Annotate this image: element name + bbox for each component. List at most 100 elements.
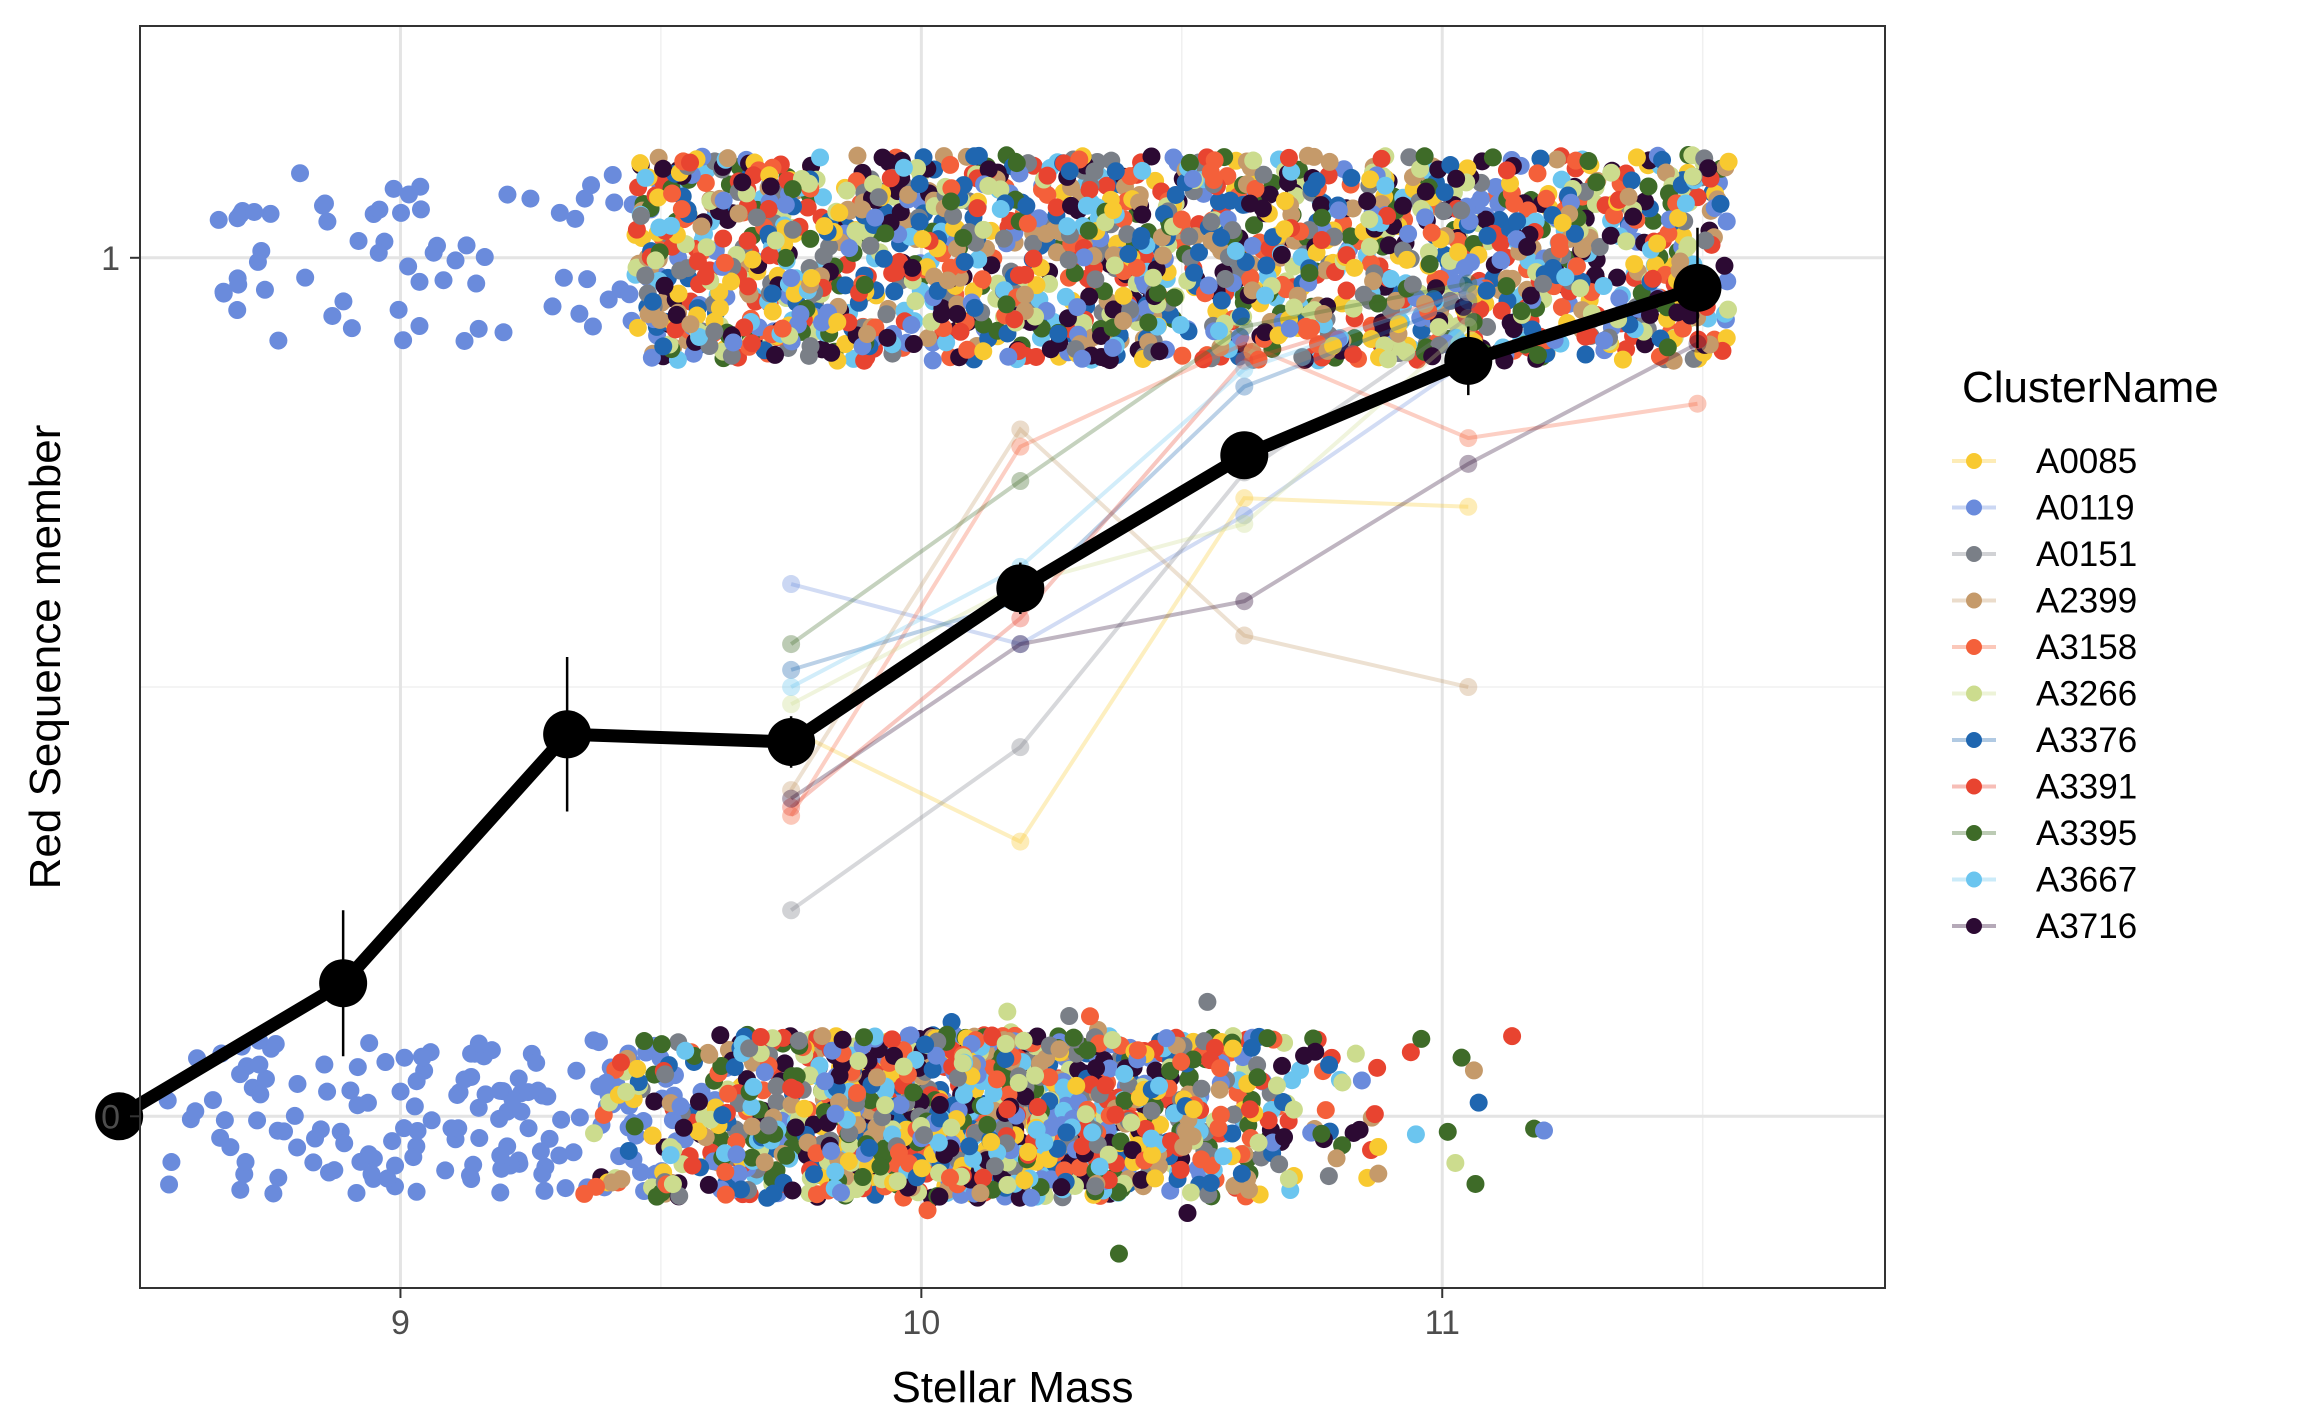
scatter-point <box>1192 1079 1211 1098</box>
scatter-point <box>470 1129 489 1148</box>
scatter-point <box>1422 223 1441 242</box>
scatter-point <box>848 1084 867 1103</box>
scatter-point <box>1415 147 1434 166</box>
scatter-point <box>663 184 682 203</box>
scatter-point <box>1258 1029 1277 1048</box>
scatter-point <box>1327 1149 1346 1168</box>
scatter-point <box>1016 265 1035 284</box>
scatter-point <box>1505 194 1524 213</box>
scatter-point <box>347 1183 366 1202</box>
scatter-point <box>628 318 647 337</box>
scatter-point <box>654 159 673 178</box>
scatter-point <box>231 205 250 224</box>
scatter-point <box>800 174 819 193</box>
scatter-point <box>1015 1171 1034 1190</box>
scatter-point <box>840 239 859 258</box>
scatter-point <box>1172 210 1191 229</box>
scatter-point <box>729 204 748 223</box>
scatter-point <box>1243 236 1262 255</box>
scatter-point <box>268 1121 287 1140</box>
scatter-point <box>1381 269 1400 288</box>
scatter-point <box>860 1138 879 1157</box>
scatter-point <box>696 173 715 192</box>
scatter-point <box>231 1065 250 1084</box>
scatter-point <box>1073 1137 1092 1156</box>
scatter-point <box>899 1027 918 1046</box>
scatter-point <box>1312 208 1331 227</box>
scatter-point <box>1337 281 1356 300</box>
scatter-point <box>491 1183 510 1202</box>
legend-key-point <box>1966 499 1982 516</box>
scatter-point <box>1434 202 1453 221</box>
scatter-point <box>998 1175 1017 1194</box>
scatter-point <box>747 208 766 227</box>
scatter-point <box>1400 148 1419 167</box>
legend-label: A0085 <box>2036 442 2137 481</box>
scatter-point <box>1346 1044 1365 1063</box>
scatter-point <box>248 252 267 271</box>
scatter-point <box>1132 226 1151 245</box>
scatter-point <box>1068 298 1087 317</box>
scatter-point <box>714 191 733 210</box>
scatter-point <box>1064 1028 1083 1047</box>
scatter-point <box>831 1183 850 1202</box>
scatter-point <box>998 1002 1017 1021</box>
scatter-point <box>1132 1170 1151 1189</box>
scatter-point <box>1067 1076 1086 1095</box>
scatter-point <box>894 1057 913 1076</box>
scatter-point <box>1103 338 1122 357</box>
scatter-point <box>1142 1129 1161 1148</box>
scatter-point <box>869 188 888 207</box>
scatter-point <box>1369 1137 1388 1156</box>
scatter-point <box>1486 177 1505 196</box>
scatter-point <box>973 270 992 289</box>
scatter-point <box>1605 206 1624 225</box>
y-tick-label: 0 <box>101 1098 120 1136</box>
cluster-bin-point <box>1459 283 1478 302</box>
scatter-point <box>1171 315 1190 334</box>
scatter-point <box>1075 248 1094 267</box>
scatter-point <box>886 263 905 282</box>
scatter-point <box>250 1055 269 1074</box>
scatter-point <box>903 258 922 277</box>
scatter-point <box>248 1111 267 1130</box>
scatter-point <box>1329 201 1348 220</box>
scatter-point <box>974 342 993 361</box>
scatter-point <box>636 168 655 187</box>
scatter-point <box>755 1063 774 1082</box>
scatter-point <box>714 229 733 248</box>
scatter-point <box>1576 345 1595 364</box>
scatter-point <box>711 1026 730 1045</box>
scatter-point <box>840 1124 859 1143</box>
scatter-point <box>1556 268 1575 287</box>
scatter-point <box>335 1134 354 1153</box>
x-tick-label: 10 <box>902 1304 940 1342</box>
cluster-bin-point <box>782 635 801 654</box>
scatter-point <box>392 203 411 222</box>
scatter-point <box>683 1156 702 1175</box>
scatter-point <box>876 1096 895 1115</box>
scatter-point <box>948 1068 967 1087</box>
scatter-point <box>904 1083 923 1102</box>
scatter-point <box>1446 1153 1465 1172</box>
scatter-point <box>1508 212 1527 231</box>
scatter-point <box>1178 1204 1197 1223</box>
scatter-point <box>927 1046 946 1065</box>
scatter-point <box>1184 1100 1203 1119</box>
scatter-point <box>867 1068 886 1087</box>
scatter-point <box>446 251 465 270</box>
scatter-point <box>885 282 904 301</box>
scatter-point <box>348 1058 367 1077</box>
scatter-point <box>815 217 834 236</box>
scatter-point <box>742 1097 761 1116</box>
cluster-bin-point <box>1235 626 1254 645</box>
scatter-point <box>1123 1141 1142 1160</box>
cluster-bin-point <box>1011 420 1030 439</box>
scatter-point <box>979 176 998 195</box>
scatter-point <box>713 1106 732 1125</box>
scatter-point <box>815 1072 834 1091</box>
scatter-point <box>1512 302 1531 321</box>
scatter-point <box>1617 232 1636 251</box>
scatter-point <box>1015 285 1034 304</box>
